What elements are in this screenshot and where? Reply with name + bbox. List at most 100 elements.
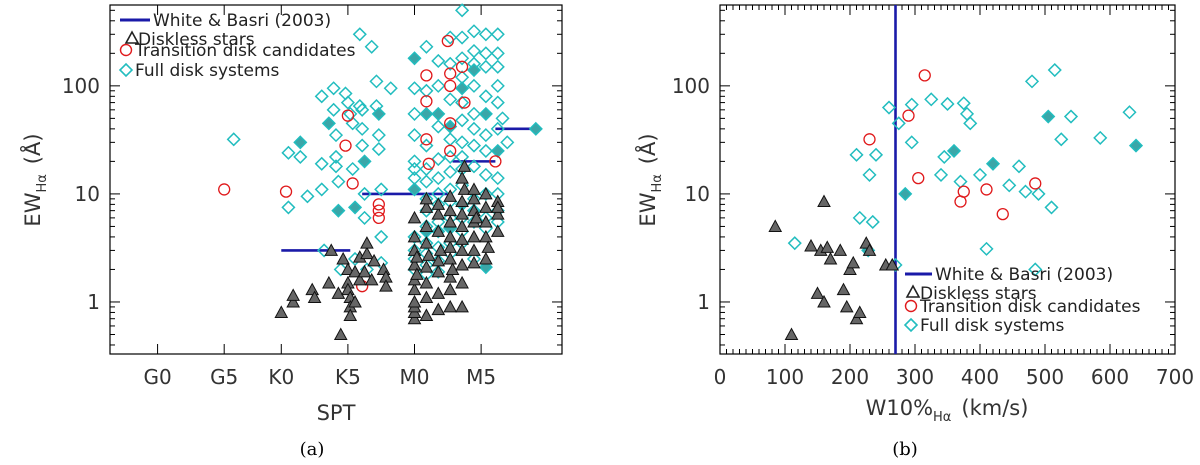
full-disk-point — [419, 106, 434, 121]
transition-disk-point — [339, 139, 352, 152]
legend-line-label: White & Basri (2003) — [935, 265, 1113, 285]
x-tick-label: 300 — [896, 365, 934, 389]
y-label-unit: (Å) — [19, 133, 45, 164]
transition-disk-point — [441, 34, 454, 48]
full-disk-point — [281, 200, 296, 215]
diskless-point — [431, 224, 446, 237]
full-disk-point — [293, 135, 308, 150]
transition-disk-point — [489, 155, 502, 168]
diskless-point — [490, 224, 505, 237]
full-disk-point — [1002, 178, 1017, 193]
diskless-point — [457, 159, 472, 172]
full-disk-point — [956, 96, 971, 111]
diskless-point — [410, 267, 424, 280]
x-tick-label: M0 — [400, 365, 430, 389]
full-disk-point — [881, 100, 897, 115]
diskless-point — [443, 189, 458, 202]
full-disk-point — [443, 30, 458, 45]
panel-a-chart: G0 G5 K0 K5 M0 M5 1 10 100 White & Basri (2003) … — [19, 3, 563, 460]
transition-disk-point — [912, 171, 925, 185]
diskless-point — [433, 243, 448, 256]
panel-a-caption: (a) — [300, 439, 325, 460]
full-disk-point — [419, 138, 434, 153]
full-disk-point — [443, 164, 458, 179]
diskless-point — [445, 262, 460, 275]
diskless-point — [421, 248, 436, 261]
full-disk-point — [374, 182, 389, 197]
diskless-point — [431, 286, 446, 299]
panel-b-points — [768, 62, 1144, 340]
transition-disk-point — [420, 95, 433, 108]
diskless-point — [407, 311, 422, 325]
full-disk-point — [357, 210, 372, 225]
diskless-point — [479, 186, 493, 200]
full-disk-point — [455, 81, 470, 96]
diskless-point — [443, 251, 458, 265]
full-disk-point — [407, 229, 422, 244]
diskless-point — [348, 294, 362, 308]
diskless-point — [455, 257, 469, 271]
diskless-point — [810, 286, 825, 299]
full-disk-point — [226, 132, 241, 147]
full-disk-point — [787, 236, 802, 251]
full-disk-point — [443, 92, 458, 107]
panel-b-x-axis-label: W10%Hα (km/s) — [866, 396, 1029, 425]
full-disk-point — [364, 39, 379, 54]
full-disk-point — [466, 43, 482, 59]
diskless-point — [467, 243, 481, 256]
panel-a-ticks: G0 G5 K0 K5 M0 M5 1 10 100 — [62, 5, 562, 389]
diskless-point — [479, 200, 493, 213]
full-disk-point — [1128, 138, 1144, 153]
diskless-point — [481, 240, 496, 253]
y-label-main: EW — [636, 192, 660, 226]
transition-disk-point — [420, 133, 433, 146]
full-disk-point — [407, 171, 422, 186]
full-disk-point — [443, 132, 458, 147]
transition-disk-point — [458, 96, 471, 109]
panel-a-points — [218, 3, 543, 340]
transition-disk-point — [902, 109, 915, 122]
diskless-point — [839, 299, 854, 313]
full-disk-point — [328, 128, 344, 143]
diskless-point — [407, 229, 422, 243]
diskless-point — [467, 182, 481, 195]
full-disk-point — [431, 53, 446, 69]
full-disk-point — [478, 167, 493, 182]
full-disk-point — [979, 241, 994, 256]
diskless-point — [367, 253, 381, 267]
diskless-point — [333, 327, 348, 340]
diskless-point — [419, 236, 434, 249]
diskless-point — [410, 250, 424, 263]
full-disk-point — [478, 106, 493, 121]
diskless-point — [455, 194, 469, 208]
full-disk-point — [369, 74, 384, 89]
diskless-point — [443, 240, 458, 253]
transition-disk-point — [420, 69, 433, 82]
full-disk-point — [419, 236, 434, 251]
transition-disk-point — [346, 177, 359, 190]
diskless-point — [286, 294, 301, 308]
full-disk-point — [357, 186, 372, 201]
full-disk-point — [431, 171, 446, 186]
full-disk-point — [407, 81, 422, 96]
full-disk-point — [963, 116, 978, 131]
diskless-point — [419, 260, 434, 273]
diskless-point — [467, 255, 481, 269]
full-disk-point — [455, 3, 470, 18]
diskless-point — [431, 207, 446, 220]
transition-disk-point — [863, 133, 876, 146]
full-disk-point — [1011, 159, 1027, 174]
full-disk-point — [347, 200, 363, 215]
full-disk-point — [865, 214, 880, 230]
panel-b-caption: (b) — [892, 439, 918, 460]
legend-transition-label: Transition disk candidates — [134, 41, 356, 61]
full-disk-point — [478, 143, 493, 158]
full-disk-point — [940, 96, 955, 112]
legend-transition-label: Transition disk candidates — [919, 297, 1141, 317]
full-disk-point — [972, 167, 988, 182]
legend-triangle-icon — [905, 284, 921, 298]
full-disk-point — [852, 210, 867, 225]
full-disk-point — [528, 121, 543, 136]
diskless-point — [379, 279, 393, 292]
